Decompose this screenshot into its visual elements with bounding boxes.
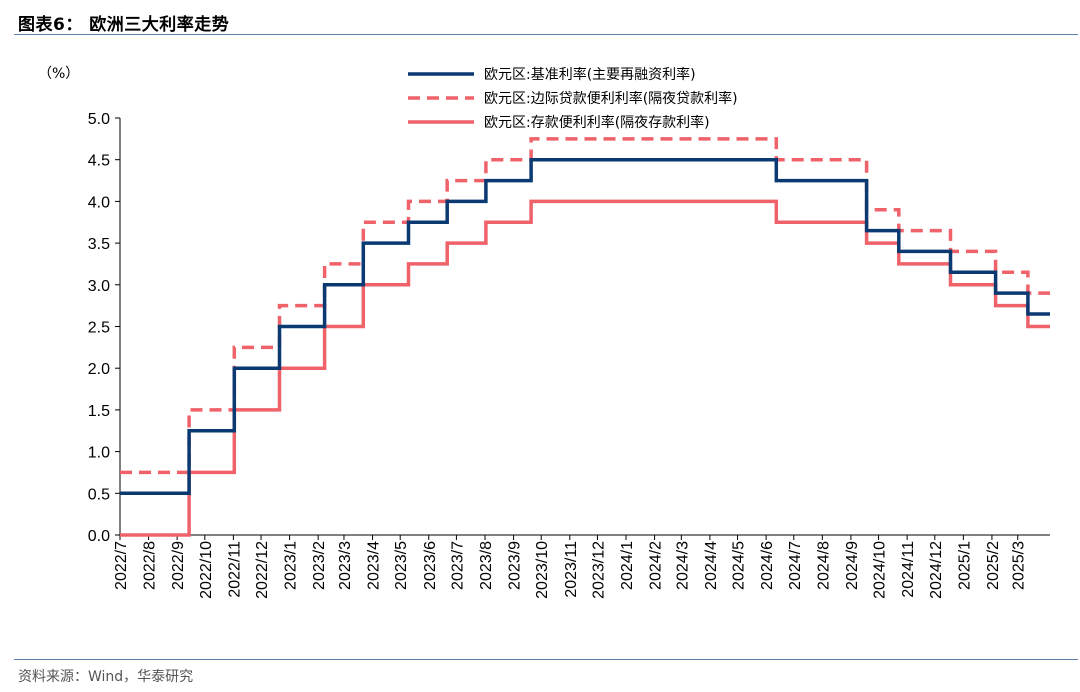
- x-tick-label: 2024/6: [759, 541, 776, 590]
- x-tick-label: 2025/2: [985, 541, 1002, 590]
- x-tick-label: 2024/12: [928, 541, 945, 599]
- y-tick-label: 2.0: [88, 361, 110, 378]
- x-tick-label: 2022/9: [170, 541, 187, 590]
- x-tick-label: 2024/10: [872, 541, 889, 599]
- y-tick-label: 0.0: [88, 528, 110, 545]
- legend-label-1: 欧元区:基准利率(主要再融资利率): [484, 66, 696, 83]
- figure-title: 图表6： 欧洲三大利率走势: [18, 15, 230, 35]
- y-tick-label: 3.0: [88, 278, 110, 295]
- x-tick-label: 2022/12: [254, 541, 271, 599]
- x-tick-label: 2024/11: [900, 541, 917, 598]
- x-tick-label: 2022/10: [198, 541, 215, 599]
- x-tick-label: 2022/8: [142, 541, 159, 590]
- x-tick-label: 2024/3: [674, 541, 691, 590]
- y-tick-label: 4.5: [88, 153, 110, 170]
- header: 图表6： 欧洲三大利率走势: [14, 8, 1074, 36]
- x-tick-label: 2024/9: [844, 541, 861, 590]
- y-tick-label: 4.0: [88, 194, 110, 211]
- x-tick-label: 2024/1: [619, 541, 636, 590]
- x-tick-label: 2023/8: [478, 541, 495, 590]
- x-tick-label: 2023/7: [449, 541, 466, 590]
- y-tick-label: 1.5: [88, 403, 110, 420]
- x-tick-label: 2024/2: [648, 541, 665, 590]
- x-tick-label: 2024/7: [787, 541, 804, 590]
- top-divider: [14, 34, 1078, 35]
- x-tick-label: 2023/5: [393, 541, 410, 590]
- x-tick-label: 2023/10: [534, 541, 551, 599]
- y-tick-label: 0.5: [88, 486, 110, 503]
- x-tick-label: 2023/11: [563, 541, 580, 598]
- series-line-2: [120, 137, 1050, 475]
- x-tick-label: 2023/12: [590, 541, 607, 599]
- series-line-3: [120, 199, 1050, 537]
- legend-label-2: 欧元区:边际贷款便利利率(隔夜贷款利率): [484, 90, 738, 107]
- x-tick-label: 2023/1: [283, 541, 300, 590]
- x-tick-label: 2025/1: [956, 541, 973, 590]
- y-unit-label: （%）: [38, 66, 79, 82]
- y-tick-label: 3.5: [88, 236, 110, 253]
- series-line-1: [120, 157, 1050, 496]
- legend-label-3: 欧元区:存款便利利率(隔夜存款利率): [484, 114, 710, 131]
- x-tick-label: 2022/11: [226, 541, 243, 598]
- x-tick-label: 2023/6: [422, 541, 439, 590]
- x-tick-label: 2023/4: [366, 541, 383, 590]
- y-tick-label: 5.0: [88, 111, 110, 128]
- x-tick-label: 2023/2: [311, 541, 328, 590]
- bottom-divider: [14, 659, 1078, 660]
- x-tick-label: 2024/8: [815, 541, 832, 590]
- x-tick-label: 2024/4: [703, 541, 720, 590]
- x-tick-label: 2023/3: [337, 541, 354, 590]
- x-tick-label: 2022/7: [113, 541, 130, 590]
- x-tick-label: 2023/9: [507, 541, 524, 590]
- rate-chart: （%） 0.0 0.5 1.0 1.5 2.0 2.5 3.0 3.5 4.0 4.5 5.0 2022…: [38, 66, 1050, 599]
- y-tick-label: 1.0: [88, 445, 110, 462]
- y-tick-label: 2.5: [88, 320, 110, 337]
- x-tick-label: 2025/3: [1011, 541, 1028, 590]
- x-tick-label: 2024/5: [731, 541, 748, 590]
- source-note: 资料来源：Wind，华泰研究: [18, 669, 194, 685]
